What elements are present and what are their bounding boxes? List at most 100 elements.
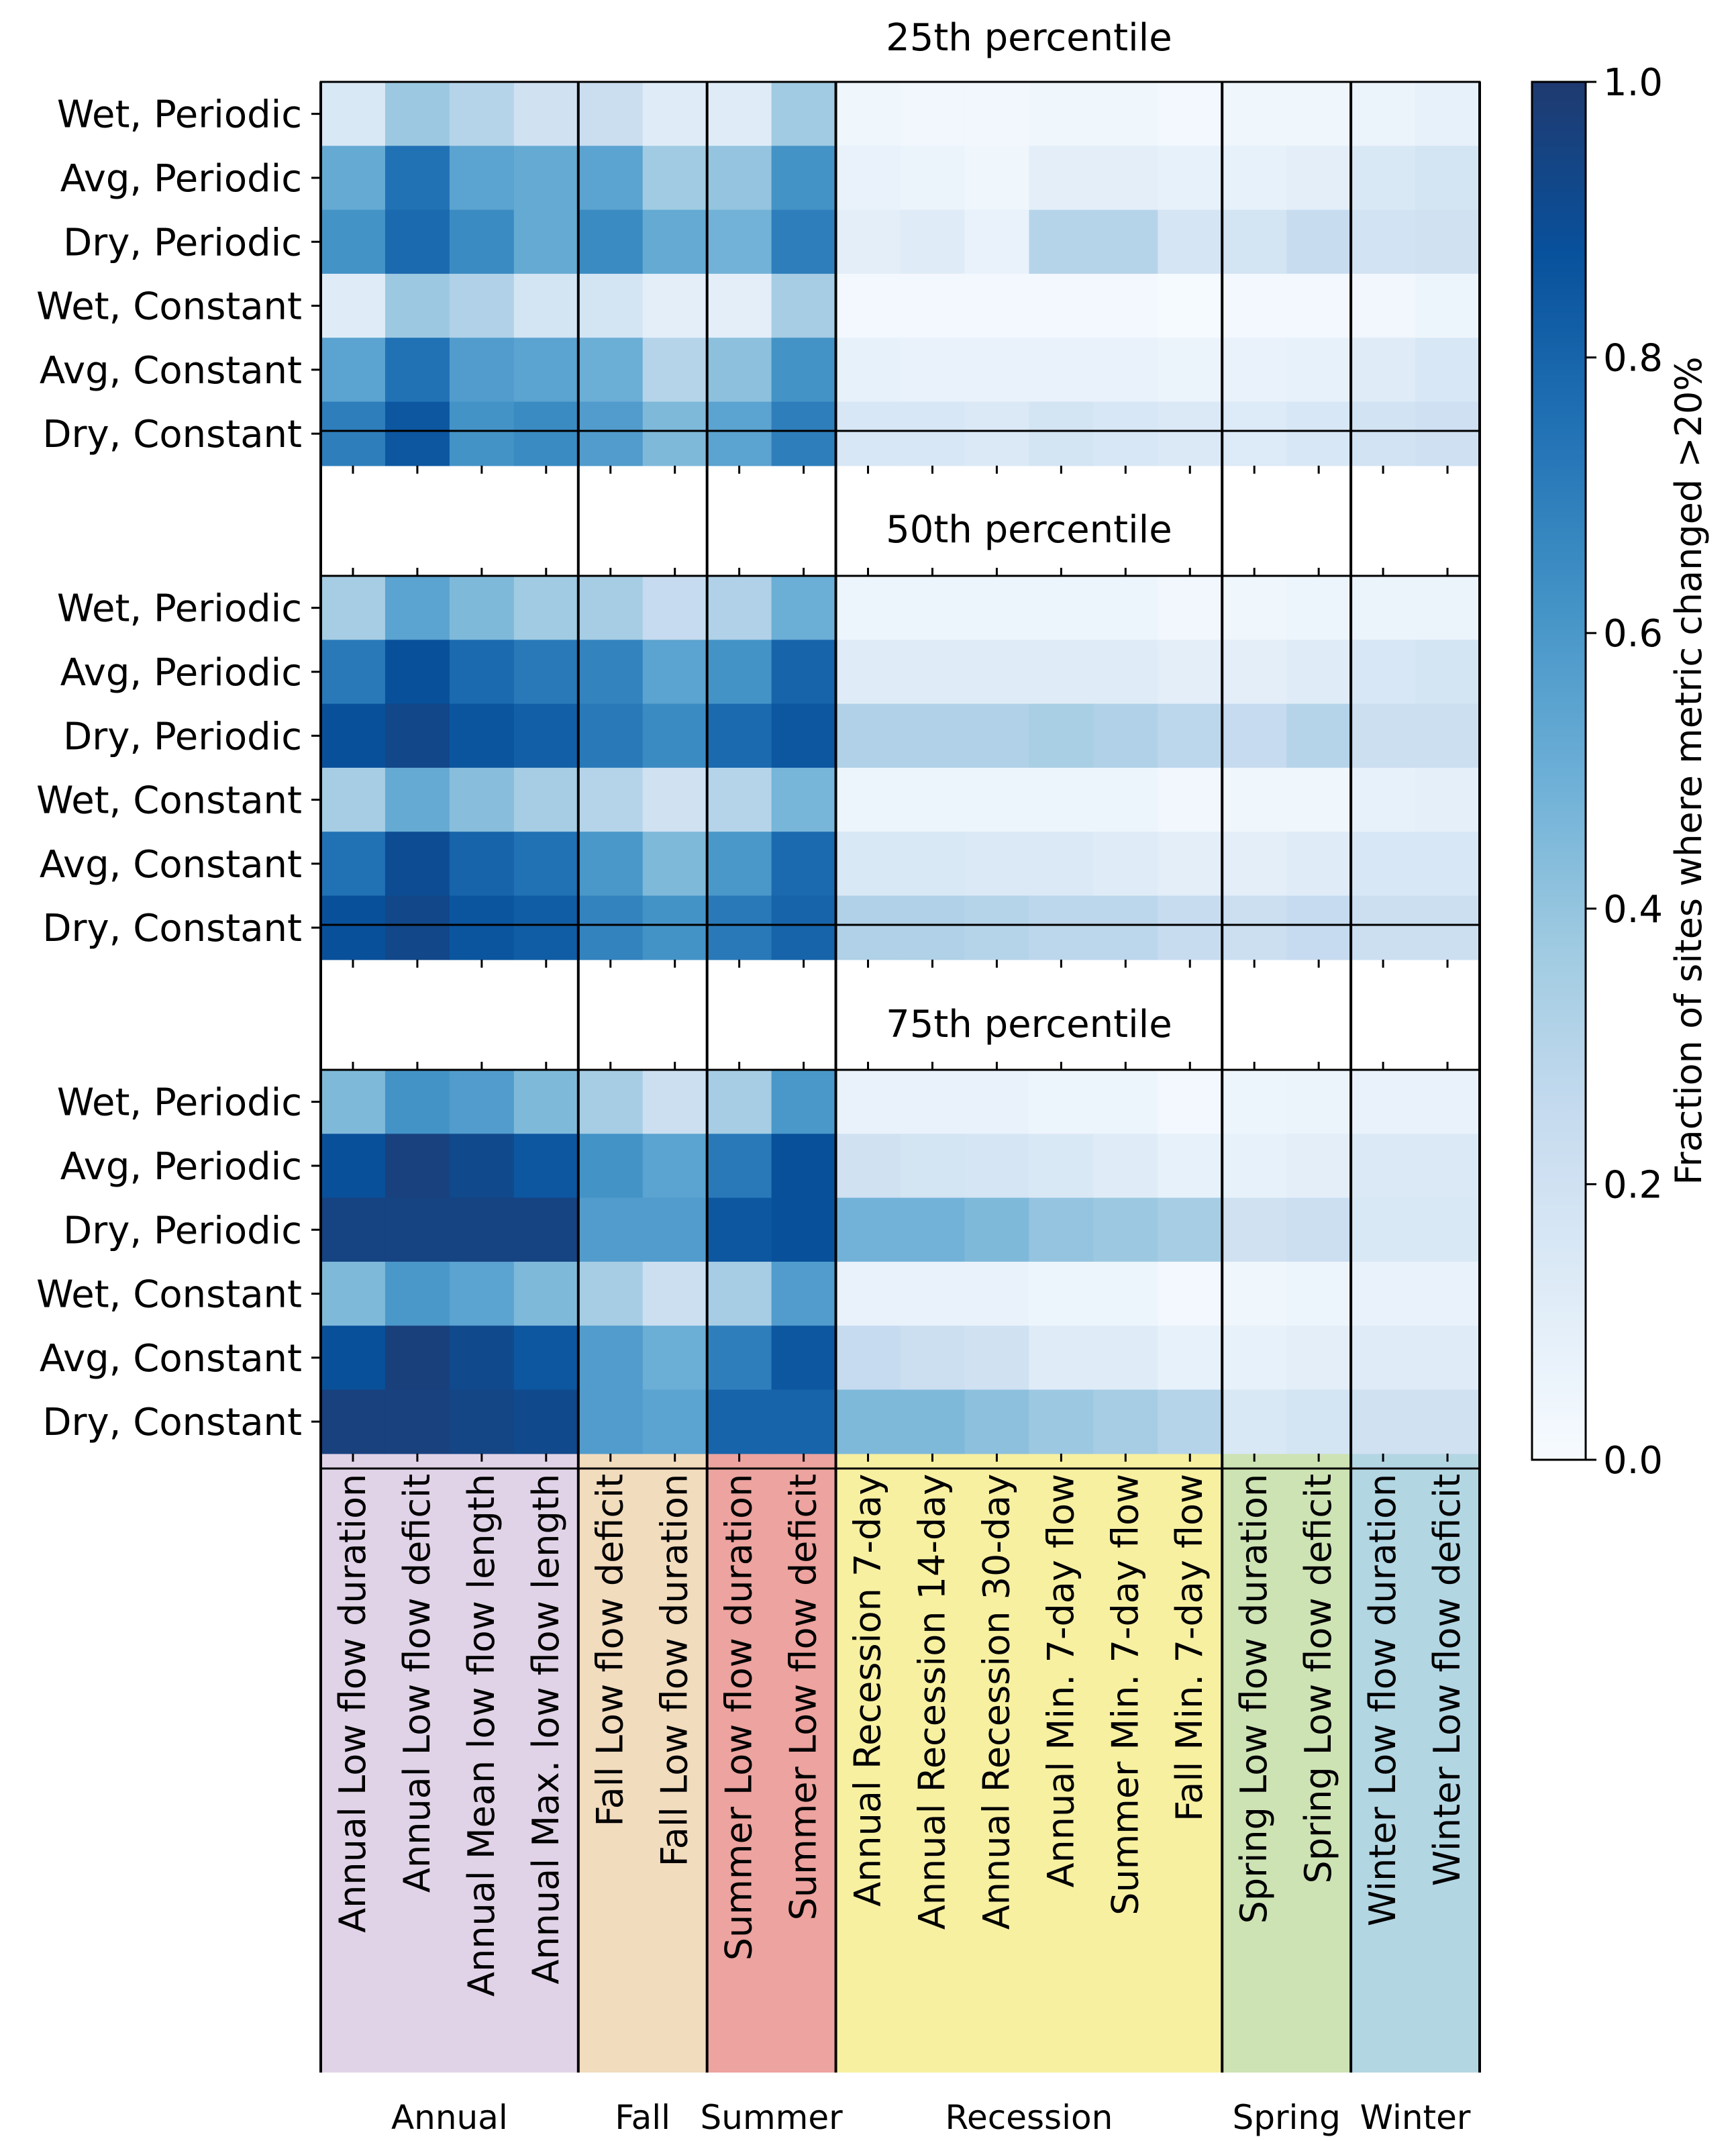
cell-p2-r0-c3: [513, 1070, 579, 1134]
cell-p1-r1-c6: [707, 640, 772, 705]
cell-p2-r1-c1: [385, 1134, 450, 1199]
cell-p0-r4-c17: [1415, 338, 1480, 403]
cell-p1-r2-c12: [1093, 703, 1158, 768]
cell-p1-r3-c11: [1029, 767, 1094, 832]
group-separators: [319, 82, 1481, 2073]
cell-p1-r5-c2: [449, 895, 515, 960]
cell-p1-r2-c3: [513, 703, 579, 768]
group-bg-0: [321, 1453, 578, 2073]
cell-p1-r1-c9: [900, 640, 966, 705]
cell-p0-r5-c17: [1415, 401, 1480, 466]
cell-p1-r4-c14: [1222, 832, 1287, 897]
group-bg-1: [578, 1453, 707, 2073]
cell-p2-r3-c3: [513, 1261, 579, 1326]
cell-p0-r3-c1: [385, 273, 450, 338]
cell-p0-r5-c1: [385, 401, 450, 466]
cell-p0-r5-c4: [578, 401, 644, 466]
column-label: Fall Min. 7-day flow: [1168, 1474, 1211, 1822]
cell-p1-r1-c0: [321, 640, 386, 705]
cell-p0-r2-c14: [1222, 209, 1287, 275]
cell-p2-r0-c8: [835, 1070, 901, 1134]
cell-p1-r4-c5: [642, 832, 708, 897]
cell-p1-r4-c12: [1093, 832, 1158, 897]
cell-p0-r2-c12: [1093, 209, 1158, 275]
cell-p0-r0-c10: [964, 82, 1029, 146]
cell-p1-r0-c9: [900, 576, 966, 640]
cell-p1-r1-c15: [1286, 640, 1351, 705]
cell-p2-r5-c14: [1222, 1389, 1287, 1454]
cell-p2-r5-c15: [1286, 1389, 1351, 1454]
cell-p2-r4-c17: [1415, 1326, 1480, 1391]
cell-p1-r0-c17: [1415, 576, 1480, 640]
column-label: Summer Low flow deficit: [782, 1474, 825, 1921]
cell-p0-r0-c2: [449, 82, 515, 146]
cell-p2-r5-c16: [1351, 1389, 1416, 1454]
cell-p0-r5-c16: [1351, 401, 1416, 466]
cell-p0-r1-c0: [321, 146, 386, 211]
cell-p0-r0-c11: [1029, 82, 1094, 146]
cell-p2-r3-c1: [385, 1261, 450, 1326]
column-label: Annual Min. 7-day flow: [1039, 1474, 1082, 1888]
cell-p1-r2-c4: [578, 703, 644, 768]
cell-p0-r3-c9: [900, 273, 966, 338]
cell-p1-r5-c8: [835, 895, 901, 960]
cell-p2-r4-c11: [1029, 1326, 1094, 1391]
cell-p1-r0-c8: [835, 576, 901, 640]
cell-p1-r5-c1: [385, 895, 450, 960]
cell-p2-r3-c11: [1029, 1261, 1094, 1326]
cell-p0-r5-c3: [513, 401, 579, 466]
cell-p0-r2-c17: [1415, 209, 1480, 275]
cell-p2-r3-c5: [642, 1261, 708, 1326]
cell-p0-r4-c12: [1093, 338, 1158, 403]
cell-p1-r3-c17: [1415, 767, 1480, 832]
column-label: Winter Low flow duration: [1362, 1474, 1404, 1926]
group-label: Annual: [391, 2098, 508, 2137]
cell-p1-r1-c11: [1029, 640, 1094, 705]
cell-p0-r2-c4: [578, 209, 644, 275]
panel-title: 50th percentile: [886, 508, 1172, 552]
cell-p0-r0-c6: [707, 82, 772, 146]
cell-p0-r4-c15: [1286, 338, 1351, 403]
cell-p2-r0-c14: [1222, 1070, 1287, 1134]
cell-p1-r4-c3: [513, 832, 579, 897]
cell-p2-r4-c1: [385, 1326, 450, 1391]
cell-p1-r2-c11: [1029, 703, 1094, 768]
cell-p2-r4-c0: [321, 1326, 386, 1391]
cell-p2-r2-c6: [707, 1197, 772, 1262]
colorbar-tick-label: 0.4: [1603, 888, 1663, 932]
cell-p0-r1-c1: [385, 146, 450, 211]
cell-p1-r3-c9: [900, 767, 966, 832]
cell-p2-r0-c9: [900, 1070, 966, 1134]
cell-p0-r5-c12: [1093, 401, 1158, 466]
cell-p2-r3-c12: [1093, 1261, 1158, 1326]
cell-p2-r2-c17: [1415, 1197, 1480, 1262]
cell-p1-r0-c3: [513, 576, 579, 640]
cell-p1-r2-c17: [1415, 703, 1480, 768]
cell-p1-r5-c6: [707, 895, 772, 960]
cell-p2-r4-c5: [642, 1326, 708, 1391]
cell-p2-r1-c4: [578, 1134, 644, 1199]
colorbar-tick-label: 1.0: [1603, 61, 1663, 105]
cell-p1-r0-c2: [449, 576, 515, 640]
cell-p2-r1-c17: [1415, 1134, 1480, 1199]
cell-p2-r5-c2: [449, 1389, 515, 1454]
cell-p1-r4-c7: [771, 832, 837, 897]
cell-p2-r2-c12: [1093, 1197, 1158, 1262]
cell-p0-r3-c8: [835, 273, 901, 338]
cell-p0-r1-c4: [578, 146, 644, 211]
cell-p2-r1-c0: [321, 1134, 386, 1199]
cell-p2-r4-c16: [1351, 1326, 1416, 1391]
row-label: Wet, Constant: [36, 1273, 302, 1317]
group-label: Fall: [615, 2098, 670, 2137]
cell-p0-r1-c13: [1158, 146, 1223, 211]
cell-p2-r3-c10: [964, 1261, 1029, 1326]
cell-p0-r5-c0: [321, 401, 386, 466]
cell-p0-r5-c10: [964, 401, 1029, 466]
cell-p2-r2-c15: [1286, 1197, 1351, 1262]
cell-p0-r3-c17: [1415, 273, 1480, 338]
cell-p2-r2-c5: [642, 1197, 708, 1262]
cell-p1-r4-c16: [1351, 832, 1416, 897]
cell-p2-r1-c6: [707, 1134, 772, 1199]
cell-p1-r5-c13: [1158, 895, 1223, 960]
column-label: Spring Low flow duration: [1233, 1474, 1275, 1924]
